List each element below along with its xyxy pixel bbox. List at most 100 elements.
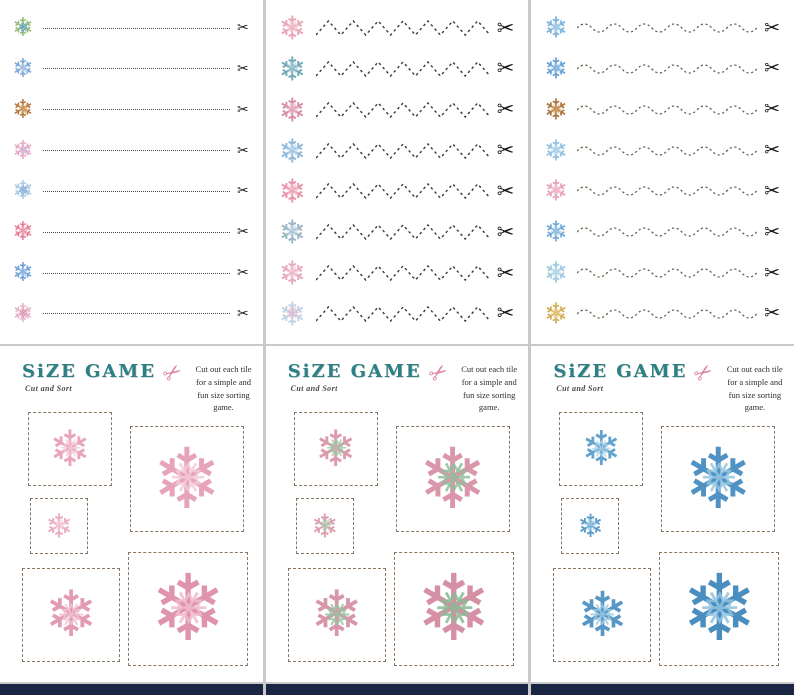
cut-line-wavy (577, 225, 758, 239)
snowflake-icon: ❄ ❅ (576, 507, 604, 545)
scissors-icon: ✂ (236, 224, 249, 241)
snowflake-icon: ❄ ❅ (278, 171, 306, 211)
page-title: SiZE GAME (553, 361, 688, 382)
cut-practice-row: ❄ ❅ ✂ (541, 172, 780, 210)
footer-strip (265, 684, 529, 695)
snowflake-icon: ❄ ❅ (543, 255, 568, 290)
cut-line-wavy (577, 266, 758, 280)
scissors-icon: ✂ (764, 139, 781, 162)
snowflake-icon: ❄ ❅ (49, 420, 91, 478)
size-tile-d: ❄ ❅ (130, 426, 244, 532)
scissors-icon: ✂ (236, 183, 249, 200)
snowflake-icon: ❄ ❅ (12, 217, 34, 248)
scissors-icon: ✂ (236, 101, 249, 118)
size-game-page-pink: SiZE GAME Cut and Sort ✂ Cut out each ti… (0, 346, 263, 682)
cut-practice-row: ❄ ❅ ✂ (10, 254, 249, 292)
instructions-text: Cut out each tile for a simple and fun s… (726, 364, 783, 413)
cut-line-zigzag (315, 263, 490, 283)
cut-line-straight (43, 313, 230, 315)
size-tile-e: ❄ ❅ (659, 552, 780, 666)
size-tile-b: ❄ ❅ (30, 498, 88, 554)
size-tile-b: ❄ ❅ (295, 498, 354, 554)
size-tiles: ❄ ❅ ❄ ❅ ❄ ❅ ❄ ❅ ❄ ❅ (0, 346, 263, 682)
cut-practice-pages-row: ❄ ❅ ✂ ❄ ❅ ✂ ❄ ❅ ✂ ❄ ❅ ✂ ❄ ❅ ✂ ❄ ❅ ✂ ❄ ❅ ✂ ❄ ❅ ✂ ❄ ❅ ✂ ❄ ❅ ✂ ❄ ❅ ✂ ❄ ❅ ✂ ❄ ❅ ✂… (0, 0, 794, 344)
scissors-icon: ✂ (496, 219, 515, 244)
footer (0, 684, 794, 695)
scissors-icon: ✂ (496, 97, 515, 122)
size-game-page-blue: SiZE GAME Cut and Sort ✂ Cut out each ti… (531, 346, 794, 682)
snowflake-icon: ❄ ❅ (278, 212, 306, 252)
scissors-icon: ✂ (236, 142, 249, 159)
cut-line-zigzag (315, 59, 490, 79)
footer-strip (531, 684, 794, 695)
cut-practice-row: ❄ ❅ ✂ (541, 132, 780, 170)
cut-practice-row: ❄ ❅ ✂ (10, 213, 249, 251)
cut-practice-row: ❄ ❅ ✂ (276, 9, 515, 47)
snowflake-icon: ❄ ❅ (417, 430, 488, 528)
scissors-icon: ✂ (236, 60, 249, 77)
scissors-icon: ✂ (236, 20, 249, 36)
scissors-icon: ✂ (764, 16, 781, 39)
scissors-icon: ✂ (496, 260, 515, 285)
cut-page-wavy-lines: ❄ ❅ ✂ ❄ ❅ ✂ ❄ ❅ ✂ ❄ ❅ ✂ ❄ ❅ ✂ ❄ ❅ ✂ ❄ ❅ ✂ ❄ ❅ ✂ (531, 0, 794, 344)
snowflake-icon: ❄ ❅ (543, 51, 568, 86)
cut-line-zigzag (315, 304, 490, 324)
title-block: SiZE GAME Cut and Sort (22, 361, 156, 393)
cut-line-straight (43, 231, 230, 233)
cut-practice-row: ❄ ❅ ✂ (10, 295, 249, 333)
scissors-icon: ✂ (496, 15, 515, 40)
size-game-header: SiZE GAME Cut and Sort ✂ Cut out each ti… (22, 358, 255, 414)
cut-line-wavy (577, 62, 758, 76)
scissors-icon: ✂ (496, 301, 515, 326)
snowflake-icon: ❄ ❅ (309, 578, 364, 652)
cut-practice-row: ❄ ❅ ✂ (541, 9, 780, 47)
snowflake-icon: ❄ ❅ (314, 420, 357, 478)
snowflake-icon: ❄ ❅ (151, 430, 223, 528)
size-tile-e: ❄ ❅ (393, 552, 514, 666)
title-block: SiZE GAME Cut and Sort (553, 361, 687, 393)
scissors-icon: ✂ (764, 302, 781, 325)
title-block: SiZE GAME Cut and Sort (288, 361, 422, 393)
cut-line-straight (43, 109, 230, 111)
cut-line-wavy (577, 307, 758, 321)
page-title: SiZE GAME (22, 361, 156, 382)
scissors-icon: ✂ (764, 220, 781, 243)
cut-practice-row: ❄ ❅ ✂ (10, 50, 249, 88)
snowflake-icon: ❄ ❅ (45, 506, 73, 546)
size-tile-a: ❄ ❅ (28, 412, 112, 486)
snowflake-icon: ❄ ❅ (278, 90, 306, 130)
cut-practice-row: ❄ ❅ ✂ (541, 213, 780, 251)
snowflake-icon: ❄ ❅ (12, 53, 34, 84)
snowflake-icon: ❄ ❅ (12, 176, 34, 207)
cut-practice-row: ❄ ❅ ✂ (276, 254, 515, 292)
snowflake-icon: ❄ ❅ (683, 430, 754, 528)
snowflake-icon: ❄ ❅ (12, 13, 34, 43)
size-tiles: ❄ ❅ ❄ ❅ ❄ ❅ ❄ ❅ ❄ ❅ (266, 346, 529, 682)
cut-page-straight-lines: ❄ ❅ ✂ ❄ ❅ ✂ ❄ ❅ ✂ ❄ ❅ ✂ ❄ ❅ ✂ ❄ ❅ ✂ ❄ ❅ ✂ ❄ ❅ ✂ (0, 0, 263, 344)
snowflake-icon: ❄ ❅ (149, 555, 227, 662)
size-tile-c: ❄ ❅ (22, 568, 120, 662)
cut-page-zigzag-lines: ❄ ❅ ✂ ❄ ❅ ✂ ❄ ❅ ✂ ❄ ❅ ✂ ❄ ❅ ✂ ❄ ❅ ✂ ❄ ❅ ✂ ❄ ❅ ✂ (265, 0, 529, 344)
cut-line-straight (43, 272, 230, 274)
cut-practice-row: ❄ ❅ ✂ (276, 295, 515, 333)
snowflake-icon: ❄ ❅ (12, 94, 34, 125)
snowflake-icon: ❄ ❅ (543, 10, 568, 45)
cut-practice-row: ❄ ❅ ✂ (10, 132, 249, 170)
size-game-header: SiZE GAME Cut and Sort ✂ Cut out each ti… (553, 358, 786, 414)
cut-line-wavy (577, 21, 758, 35)
cut-line-wavy (577, 103, 758, 117)
cut-practice-row: ❄ ❅ ✂ (541, 91, 780, 129)
size-tile-c: ❄ ❅ (553, 568, 652, 662)
cut-practice-row: ❄ ❅ ✂ (276, 171, 514, 211)
cut-line-zigzag (315, 222, 490, 242)
cut-practice-row: ❄ ❅ ✂ (276, 132, 514, 170)
cut-line-zigzag (315, 18, 490, 38)
scissors-icon: ✂ (764, 179, 781, 202)
page-subtitle: Cut and Sort (25, 384, 73, 393)
cut-practice-row: ❄ ❅ ✂ (541, 295, 780, 333)
cut-practice-row: ❄ ❅ ✂ (541, 50, 780, 88)
snowflake-icon: ❄ ❅ (44, 578, 98, 652)
snowflake-icon: ❄ ❅ (12, 135, 34, 166)
cut-practice-row: ❄ ❅ ✂ (276, 50, 514, 88)
